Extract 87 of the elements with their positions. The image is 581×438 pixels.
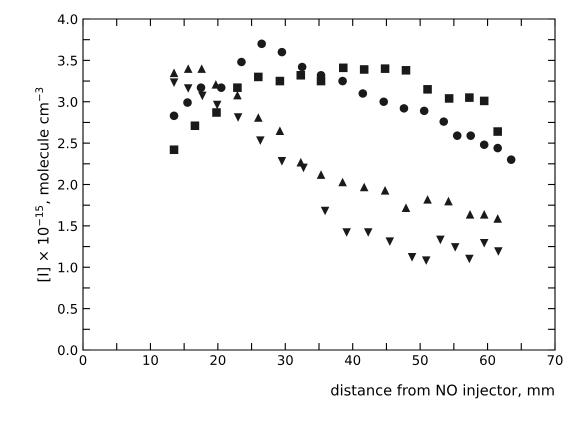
point: [494, 247, 503, 256]
point: [170, 112, 178, 120]
point: [493, 144, 502, 152]
point: [254, 72, 263, 82]
x-tick-label: 70: [548, 355, 563, 366]
point: [480, 140, 488, 150]
point: [402, 203, 410, 212]
y-tick-label: 2.5: [58, 138, 77, 148]
point: [184, 84, 192, 93]
point: [380, 64, 390, 73]
point: [170, 145, 178, 154]
point: [212, 100, 222, 110]
point: [400, 104, 408, 113]
text: 0.0: [58, 345, 78, 356]
point: [420, 106, 428, 116]
point: [358, 89, 368, 98]
point: [338, 64, 348, 72]
point: [423, 85, 432, 94]
point: [278, 157, 286, 166]
x-tick-label: 60: [480, 355, 496, 366]
point: [465, 254, 474, 264]
point: [439, 117, 448, 126]
point: [506, 155, 516, 164]
point: [493, 214, 502, 223]
point: [196, 83, 206, 92]
y-tick-label: 3.5: [58, 56, 77, 66]
point: [234, 113, 242, 122]
point: [298, 62, 306, 72]
point: [233, 90, 242, 100]
point: [422, 256, 430, 265]
point: [198, 92, 207, 100]
point: [338, 178, 347, 186]
point: [360, 182, 368, 192]
x-tick-label: 30: [278, 355, 293, 366]
point: [450, 243, 460, 252]
point: [360, 65, 368, 74]
y-axis-title: [I] × 10$^{−15}$, molecule cm$^{−3}$: [35, 88, 50, 282]
point: [423, 195, 432, 204]
point: [296, 70, 306, 80]
point: [480, 96, 488, 106]
point: [480, 238, 488, 248]
point: [184, 64, 192, 73]
point: [254, 113, 263, 122]
point: [320, 206, 330, 216]
point: [408, 253, 416, 262]
point: [212, 108, 221, 117]
point: [338, 76, 347, 86]
text: 2.0: [58, 180, 78, 190]
point: [256, 136, 265, 145]
x-axis-title: distance from NO injector, mm: [331, 384, 554, 398]
point: [276, 76, 284, 86]
x-tick-label: 40: [344, 355, 360, 366]
point: [436, 236, 445, 244]
x-tick-label: 10: [143, 355, 158, 366]
point: [233, 83, 242, 92]
point: [465, 93, 474, 102]
point: [402, 66, 410, 75]
point: [183, 98, 192, 107]
point: [444, 94, 454, 103]
point: [480, 210, 488, 219]
point: [386, 237, 394, 246]
point: [190, 121, 200, 130]
point: [170, 68, 178, 78]
point: [257, 40, 266, 48]
point: [380, 186, 390, 195]
point: [316, 170, 326, 179]
point: [466, 210, 474, 219]
text: 3.0: [58, 96, 78, 107]
text: 4.0: [58, 14, 78, 24]
point: [342, 228, 351, 237]
x-tick-label: 50: [412, 355, 428, 366]
y-tick-label: 0.5: [58, 304, 77, 314]
point: [452, 131, 462, 140]
point: [276, 126, 284, 135]
point: [466, 131, 475, 140]
point: [197, 64, 206, 73]
x-tick-label: 0: [80, 355, 86, 366]
point: [493, 127, 502, 136]
y-tick-label: 1.5: [58, 221, 77, 232]
text: 1.0: [58, 262, 78, 272]
point: [364, 228, 373, 237]
point: [379, 97, 388, 106]
x-tick-label: 20: [210, 355, 226, 366]
point: [278, 48, 286, 56]
point: [444, 196, 453, 206]
point: [170, 78, 178, 87]
point: [237, 58, 246, 66]
